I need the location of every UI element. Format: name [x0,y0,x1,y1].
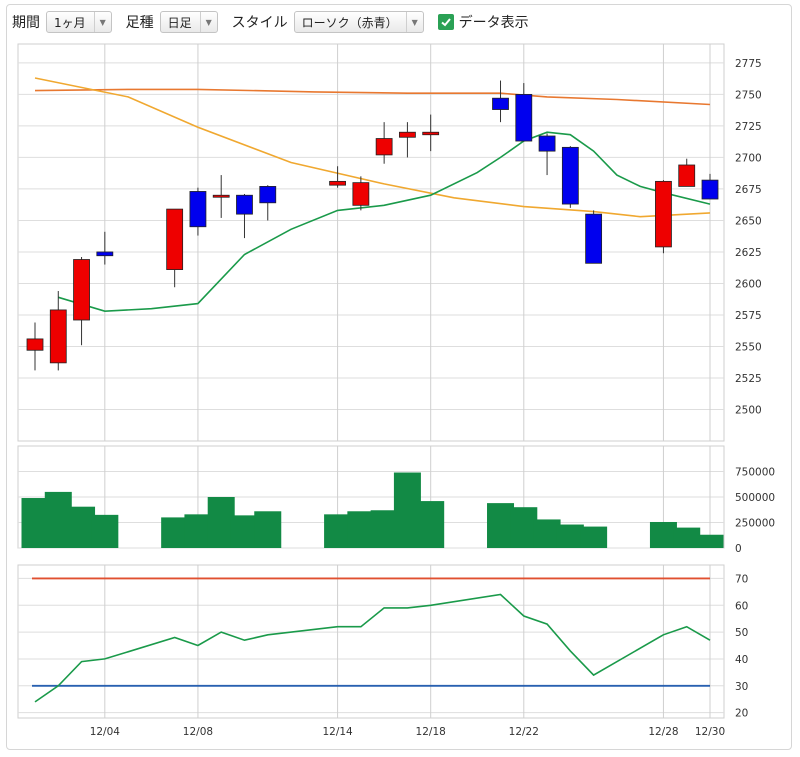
candle-up [26,338,44,351]
price-tick-label: 2525 [735,373,762,385]
checkmark-icon [441,18,451,27]
data-display-checkbox[interactable] [437,14,454,30]
candle-down [585,213,603,264]
volume-bar [696,534,724,548]
volume-bar [556,524,584,548]
period-value: 1ヶ月 [54,15,86,30]
moving-average-short [58,131,711,313]
volume-bar [230,515,258,548]
volume-bar [533,519,561,548]
candle-down [96,251,114,257]
volume-bar [324,514,352,548]
volume-bar [673,527,701,548]
candle-down [236,194,253,215]
oscillator-tick-label: 60 [735,600,748,612]
candle-up [678,164,696,187]
candle-up [329,180,346,186]
volume-bar [510,507,538,548]
price-tick-label: 2650 [735,215,762,227]
price-tick-label: 2700 [735,152,762,164]
price-tick-label: 2775 [735,58,762,70]
volume-bar [487,503,515,548]
candle-up [399,131,416,138]
volume-bar [161,517,189,548]
volume-tick-label: 500000 [735,492,775,504]
volume-bar [417,501,445,548]
style-label: スタイル [231,15,288,31]
price-tick-label: 2750 [735,89,762,101]
x-tick-label: 12/08 [183,726,213,738]
chevron-down-icon: ▼ [93,12,111,32]
volume-tick-label: 250000 [735,518,775,530]
candle-up [49,309,67,364]
candle-up [375,138,393,156]
toolbar: 期間 1ヶ月 ▼ 足種 日足 ▼ スタイル ローソク（赤青） ▼ データ表示 [12,9,529,35]
candle-label: 足種 [125,15,154,31]
style-value: ローソク（赤青） [301,15,398,30]
x-tick-label: 12/04 [90,726,121,738]
price-tick-label: 2575 [735,310,762,322]
price-panel [17,43,725,442]
volume-bar [393,472,421,548]
data-display-label[interactable]: データ表示 [458,15,529,31]
style-select[interactable]: ローソク（赤青） ▼ [293,11,424,33]
x-tick-label: 12/28 [648,726,678,738]
candle-down [189,191,207,228]
volume-bar [370,510,398,548]
volume-bar [21,498,49,548]
oscillator-tick-label: 40 [735,654,748,666]
volume-tick-label: 750000 [735,467,775,479]
period-select[interactable]: 1ヶ月 ▼ [46,11,112,33]
chevron-down-icon: ▼ [405,12,423,32]
candle-up [422,131,440,136]
candle-up [73,259,90,321]
price-tick-label: 2550 [735,341,762,353]
price-tick-label: 2625 [735,247,762,259]
moving-average-long [34,88,711,106]
period-label: 期間 [12,15,40,31]
candle-up [212,194,230,198]
chevron-down-icon: ▼ [199,12,217,32]
volume-bar [91,514,119,548]
volume-bar [184,514,212,548]
candle-down [701,179,719,200]
candle-select[interactable]: 日足 ▼ [159,11,218,33]
candle-down [515,94,533,142]
volume-bar [347,511,375,548]
candle-down [561,146,579,205]
volume-bar [68,506,96,548]
price-tick-label: 2675 [735,184,762,196]
oscillator-tick-label: 70 [735,573,748,585]
price-tick-label: 2600 [735,278,762,290]
volume-bar [649,521,677,548]
candle-up [352,182,370,206]
oscillator-line [34,593,711,703]
x-tick-label: 12/18 [416,726,446,738]
candle-down [259,186,277,204]
oscillator-tick-label: 30 [735,681,748,693]
oscillator-tick-label: 20 [735,708,748,720]
volume-bar [254,511,282,548]
volume-tick-label: 0 [735,543,742,555]
candle-up [166,208,184,270]
volume-bar [580,526,608,548]
x-tick-label: 12/14 [322,726,353,738]
candle-down [492,97,509,110]
candle-down [538,135,556,152]
volume-bar [207,497,235,548]
x-tick-label: 12/30 [695,726,725,738]
moving-average-mid [34,77,711,218]
chart-frame [6,4,792,750]
volume-bar [44,491,72,548]
price-tick-label: 2725 [735,121,762,133]
oscillator-panel [17,564,725,719]
x-tick-label: 12/22 [509,726,539,738]
oscillator-tick-label: 50 [735,627,748,639]
price-tick-label: 2500 [735,404,762,416]
candle-value: 日足 [167,15,192,30]
candle-up [655,180,672,248]
